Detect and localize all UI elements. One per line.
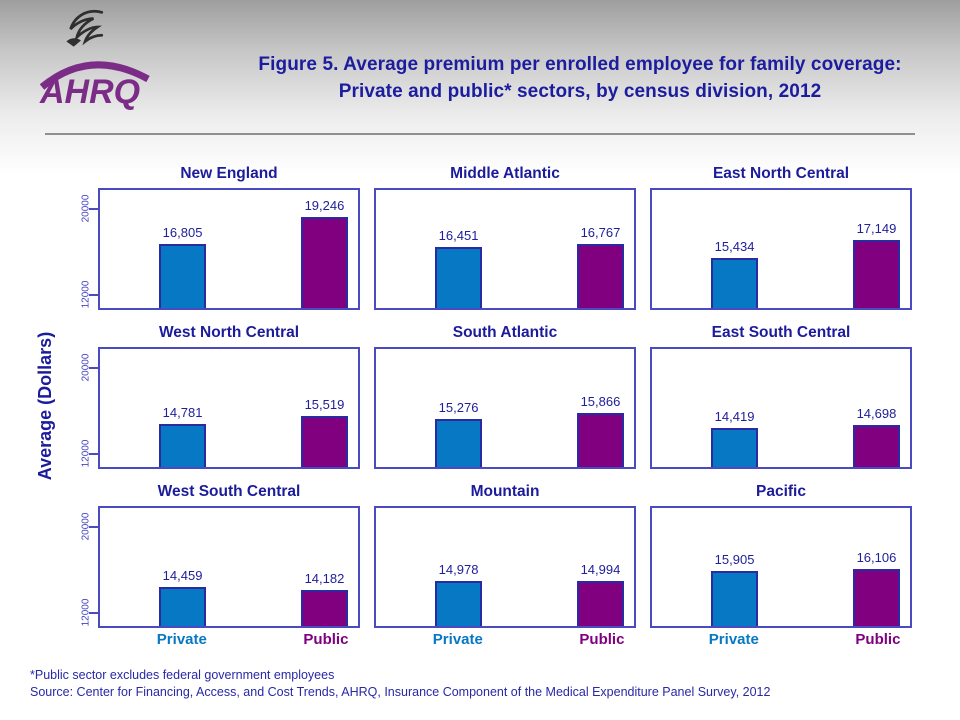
public-bar: [300, 589, 349, 626]
panel-title: South Atlantic: [452, 324, 558, 341]
x-label-public: Public: [303, 631, 349, 648]
svg-text:AHRQ: AHRQ: [39, 73, 140, 110]
private-bar: [158, 424, 207, 467]
public-bar-value: 14,994: [580, 562, 621, 578]
division-panel: West North Central 12000 20000 14,781 15,519: [81, 322, 360, 469]
public-bar: [852, 569, 901, 626]
public-bar: [852, 425, 901, 467]
public-bar-value: 15,866: [580, 393, 621, 409]
ahrq-logo: AHRQ: [38, 4, 156, 114]
public-bar: [852, 239, 901, 308]
hhs-eagle-icon: [66, 10, 104, 47]
private-bar: [434, 419, 483, 467]
private-bar-value: 15,905: [714, 552, 755, 568]
panel-title: Mountain: [470, 483, 540, 500]
private-bar-value: 14,781: [162, 405, 203, 421]
private-bar: [710, 571, 759, 626]
chart-row-1: New England 12000 20000 16,805 19,246 Middle …: [81, 163, 912, 310]
x-label-private: Private: [432, 631, 483, 648]
panel-title: Pacific: [756, 483, 806, 500]
public-bar-value: 19,246: [304, 198, 345, 214]
private-bar-value: 14,459: [162, 567, 203, 583]
panel-plot-area: 15,905 16,106: [650, 506, 912, 628]
panel-title: West North Central: [158, 324, 300, 341]
public-bar-value: 14,182: [304, 570, 345, 586]
x-category-labels: Private Public: [374, 628, 636, 652]
private-bar-value: 14,419: [714, 409, 755, 425]
division-panel: East North Central 15,434 17,149: [650, 163, 912, 310]
panel-plot-area: 12000 20000 14,459 14,182: [81, 506, 360, 628]
division-panel: West South Central 12000 20000 14,459 14,182…: [81, 481, 360, 652]
y-tick-mark: [89, 526, 98, 529]
private-bar-value: 14,978: [438, 562, 479, 578]
x-category-labels: Private Public: [98, 628, 360, 652]
y-tick-mark: [89, 208, 98, 211]
y-tick-mark: [89, 367, 98, 370]
panel-title: West South Central: [157, 483, 301, 500]
division-panel: East South Central 14,419 14,698: [650, 322, 912, 469]
private-bar-value: 15,434: [714, 239, 755, 255]
public-bar: [576, 412, 625, 467]
public-bar: [576, 581, 625, 626]
division-panel: South Atlantic 15,276 15,866: [374, 322, 636, 469]
private-bar: [434, 247, 483, 308]
y-tick-mark: [89, 294, 98, 297]
public-bar-value: 17,149: [856, 220, 897, 236]
public-bar-value: 15,519: [304, 397, 345, 413]
panel-title: East North Central: [712, 165, 850, 182]
x-label-public: Public: [579, 631, 625, 648]
division-panel: Middle Atlantic 16,451 16,767: [374, 163, 636, 310]
x-category-labels: Private Public: [650, 628, 912, 652]
public-bar-value: 16,767: [580, 225, 621, 240]
private-bar: [434, 581, 483, 626]
y-tick-label: 20000: [80, 194, 92, 223]
private-bar: [158, 586, 207, 626]
x-label-private: Private: [708, 631, 759, 648]
private-bar-value: 15,276: [438, 400, 479, 415]
public-bar: [300, 217, 349, 308]
panel-plot-area: 15,276 15,866: [374, 347, 636, 469]
y-tick-label: 12000: [80, 598, 92, 627]
y-tick-label: 12000: [80, 280, 92, 309]
private-bar: [158, 243, 207, 308]
source-line: Source: Center for Financing, Access, an…: [30, 685, 771, 699]
public-bar-value: 14,698: [856, 406, 897, 422]
public-bar: [576, 244, 625, 308]
panel-title: New England: [180, 165, 278, 182]
x-label-private: Private: [156, 631, 207, 648]
header-divider: [45, 133, 915, 135]
private-bar-value: 16,451: [438, 228, 479, 244]
panel-plot-area: 14,419 14,698: [650, 347, 912, 469]
figure-title-line1: Figure 5. Average premium per enrolled e…: [258, 54, 902, 75]
division-panel: Pacific 15,905 16,106 Private Public: [650, 481, 912, 652]
public-bar-value: 16,106: [856, 550, 897, 566]
private-bar: [710, 258, 759, 308]
figure-title-line2: Private and public* sectors, by census d…: [338, 80, 822, 102]
y-tick-mark: [89, 612, 98, 615]
figure-title: Figure 5. Average premium per enrolled e…: [200, 52, 960, 106]
x-label-public: Public: [855, 631, 901, 648]
division-panel: New England 12000 20000 16,805 19,246: [81, 163, 360, 310]
chart-row-3: West South Central 12000 20000 14,459 14,182…: [81, 481, 912, 652]
chart-row-2: West North Central 12000 20000 14,781 15,519…: [81, 322, 912, 469]
division-panel: Mountain 14,978 14,994 Private Public: [374, 481, 636, 652]
footnote: *Public sector excludes federal governme…: [30, 668, 335, 682]
panel-plot-area: 14,978 14,994: [374, 506, 636, 628]
panel-title: East South Central: [711, 324, 851, 341]
y-tick-label: 20000: [80, 353, 92, 382]
private-bar-value: 16,805: [162, 224, 203, 240]
ahrq-wordmark: AHRQ: [39, 61, 150, 110]
public-bar: [300, 416, 349, 467]
panel-title: Middle Atlantic: [450, 165, 560, 182]
panel-plot-area: 16,451 16,767: [374, 188, 636, 310]
y-axis-title: Average (Dollars): [35, 331, 55, 481]
y-tick-label: 20000: [80, 512, 92, 541]
y-tick-mark: [89, 453, 98, 456]
panel-plot-area: 12000 20000 14,781 15,519: [81, 347, 360, 469]
private-bar: [710, 428, 759, 467]
y-tick-label: 12000: [80, 439, 92, 468]
panel-plot-area: 12000 20000 16,805 19,246: [81, 188, 360, 310]
panel-plot-area: 15,434 17,149: [650, 188, 912, 310]
